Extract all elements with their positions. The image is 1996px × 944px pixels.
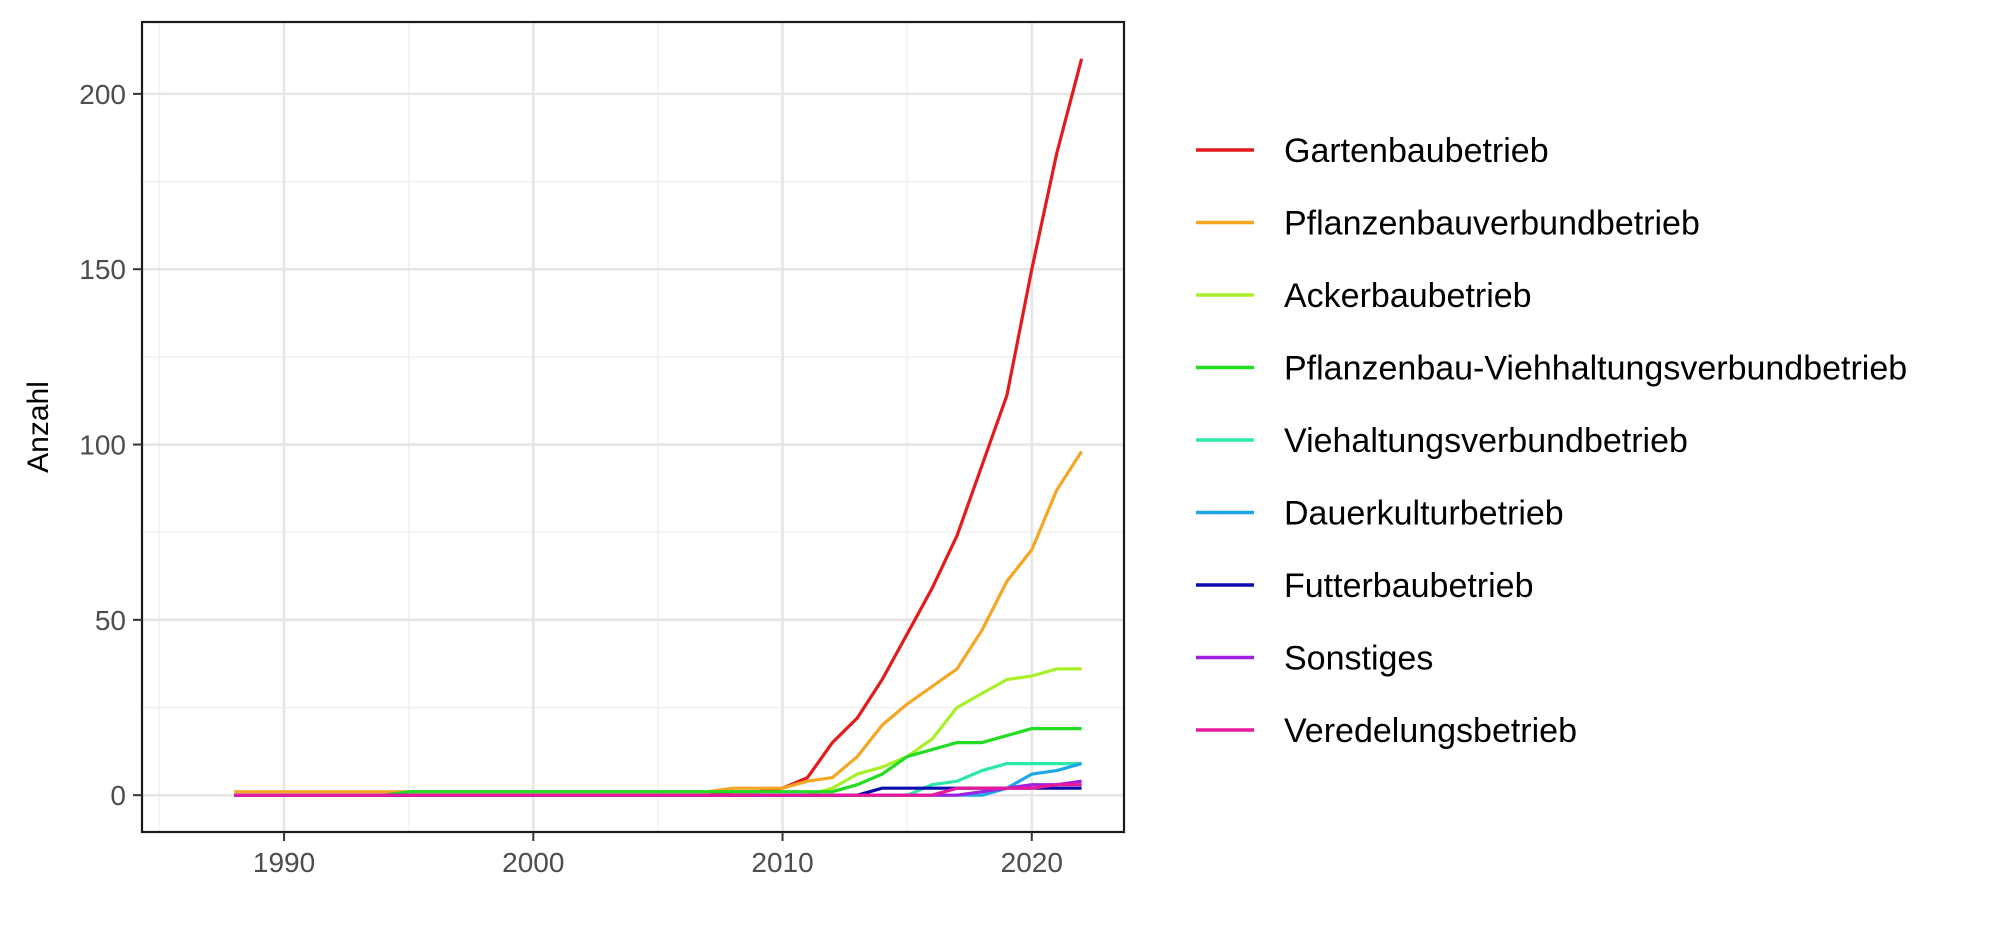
plot-border [140, 20, 1126, 834]
y-tick-label: 200 [79, 79, 126, 110]
legend-label-9: Veredelungsbetrieb [1284, 712, 1577, 750]
legend-label-1: Gartenbaubetrieb [1284, 132, 1549, 170]
grid-minor [142, 22, 1124, 832]
x-tick-label: 2000 [502, 847, 564, 878]
legend-label-5: Viehaltungsverbundbetrieb [1284, 422, 1688, 460]
y-tick-label: 100 [79, 430, 126, 461]
y-axis: 0 50 100 150 200 [79, 79, 142, 811]
legend-label-8: Sonstiges [1284, 640, 1433, 678]
y-tick-label: 0 [110, 780, 126, 811]
legend-label-3: Ackerbaubetrieb [1284, 277, 1532, 315]
legend-label-4: Pflanzenbau-Viehhaltungsverbundbetrieb [1284, 350, 1907, 388]
series-lines [234, 58, 1084, 797]
legend: Gartenbaubetrieb Pflanzenbauverbundbetrie… [1196, 132, 1907, 750]
x-axis: 1990 2000 2010 2020 [253, 832, 1063, 878]
x-tick-label: 2010 [751, 847, 813, 878]
y-tick-label: 150 [79, 254, 126, 285]
x-tick-label: 1990 [253, 847, 315, 878]
legend-label-2: Pflanzenbauverbundbetrieb [1284, 205, 1700, 243]
legend-label-6: Dauerkulturbetrieb [1284, 495, 1564, 533]
legend-label-7: Futterbaubetrieb [1284, 567, 1534, 605]
y-tick-label: 50 [95, 605, 126, 636]
series-line-9 [234, 783, 1082, 797]
x-tick-label: 2020 [1001, 847, 1063, 878]
y-axis-title: Anzahl [22, 381, 55, 473]
